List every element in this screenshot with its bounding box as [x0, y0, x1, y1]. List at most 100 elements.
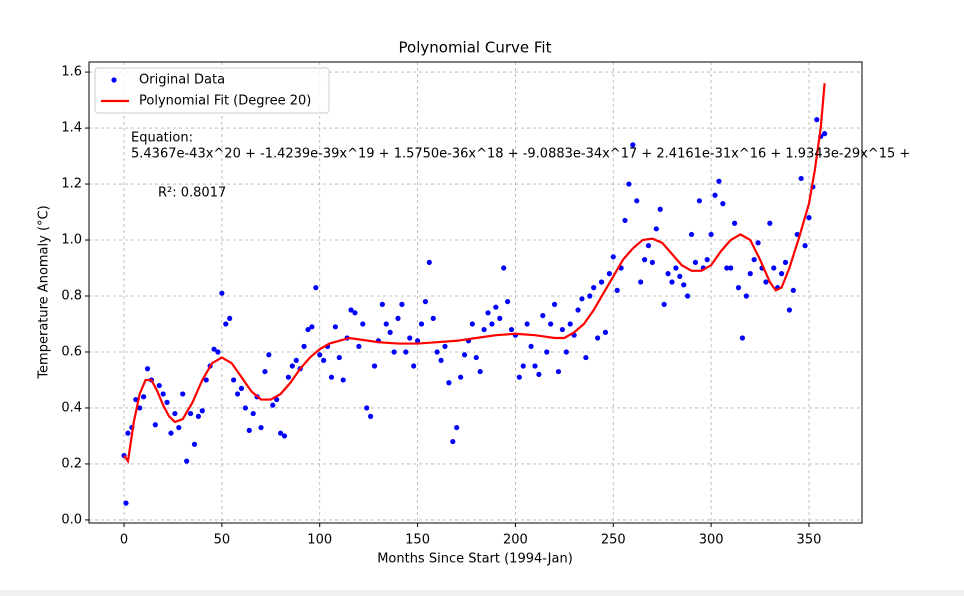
- data-point: [508, 326, 515, 333]
- data-point: [123, 500, 129, 506]
- data-point: [379, 301, 385, 307]
- data-point: [172, 410, 178, 417]
- data-point: [332, 324, 338, 330]
- data-point: [606, 271, 612, 277]
- data-point: [364, 405, 370, 411]
- data-point: [321, 357, 327, 363]
- data-point: [501, 265, 507, 271]
- data-point: [724, 265, 730, 271]
- y-tick-label: 0.2: [61, 456, 82, 471]
- data-point: [771, 265, 777, 271]
- data-point: [610, 254, 616, 260]
- data-point: [152, 422, 158, 428]
- data-point: [579, 296, 585, 302]
- data-point: [438, 357, 444, 363]
- data-point: [755, 240, 761, 246]
- data-point: [317, 352, 323, 358]
- y-tick-label: 1.0: [61, 233, 82, 248]
- data-point: [732, 220, 738, 226]
- data-point: [187, 410, 194, 417]
- y-tick-label: 1.6: [61, 65, 82, 80]
- data-point: [778, 271, 785, 277]
- data-point: [137, 405, 143, 411]
- data-point: [763, 279, 769, 285]
- data-point: [191, 441, 198, 447]
- data-point: [223, 321, 229, 327]
- data-point: [743, 293, 749, 299]
- data-point: [559, 326, 565, 333]
- data-point: [767, 220, 773, 226]
- data-point: [638, 279, 644, 285]
- data-point: [716, 178, 722, 184]
- data-point: [246, 427, 252, 433]
- data-point: [289, 363, 295, 369]
- data-point: [274, 396, 280, 403]
- data-point: [156, 382, 162, 389]
- data-point: [356, 343, 362, 349]
- data-point: [168, 430, 174, 436]
- chart-title: Polynomial Curve Fit: [399, 39, 552, 57]
- data-point: [798, 175, 804, 182]
- data-point: [313, 285, 319, 291]
- x-tick-label: 250: [601, 533, 626, 548]
- data-point: [477, 368, 483, 375]
- data-point: [242, 405, 248, 411]
- data-point: [144, 366, 151, 372]
- data-point: [575, 307, 581, 313]
- data-point: [563, 349, 569, 355]
- data-point: [712, 192, 718, 198]
- data-point: [751, 257, 757, 263]
- data-point: [195, 413, 201, 419]
- data-point: [426, 259, 432, 266]
- data-point: [814, 117, 820, 123]
- data-point: [442, 343, 448, 349]
- data-point: [199, 408, 205, 414]
- data-point: [328, 374, 335, 380]
- plot-frame: [88, 61, 863, 524]
- data-point: [461, 352, 468, 358]
- y-tick-label: 0.6: [61, 344, 82, 359]
- legend-label: Polynomial Fit (Degree 20): [139, 94, 311, 109]
- data-point: [411, 363, 417, 369]
- data-point: [645, 243, 652, 249]
- data-point: [184, 458, 190, 464]
- data-point: [497, 315, 503, 321]
- data-point: [735, 285, 742, 291]
- data-point: [802, 243, 808, 249]
- data-point: [301, 343, 307, 349]
- x-axis-label: Months Since Start (1994-Jan): [377, 552, 573, 567]
- data-point: [567, 321, 573, 327]
- data-point: [266, 352, 272, 358]
- y-tick-label: 0.4: [61, 400, 82, 415]
- data-point: [649, 259, 656, 266]
- data-point: [407, 335, 413, 341]
- data-point: [516, 374, 522, 380]
- data-point: [387, 329, 393, 335]
- x-tick-label: 150: [405, 533, 430, 548]
- data-point: [176, 424, 182, 431]
- data-point: [219, 290, 225, 296]
- data-point: [747, 271, 753, 277]
- data-point: [653, 226, 659, 232]
- x-tick-label: 200: [503, 533, 528, 548]
- data-point: [285, 374, 292, 380]
- data-point: [227, 315, 233, 321]
- data-point: [520, 363, 526, 369]
- annotation: R²: 0.8017: [158, 186, 226, 201]
- data-point: [211, 346, 217, 352]
- data-point: [348, 307, 354, 313]
- data-point: [281, 433, 288, 439]
- y-tick-label: 1.2: [61, 177, 82, 192]
- data-point: [368, 413, 374, 419]
- data-point: [446, 380, 452, 386]
- data-point: [133, 396, 139, 403]
- data-point: [403, 349, 409, 355]
- data-point: [661, 301, 667, 307]
- data-point: [688, 231, 695, 238]
- data-point: [665, 271, 671, 277]
- data-point: [641, 257, 648, 263]
- data-point: [728, 265, 734, 271]
- data-point: [125, 430, 131, 436]
- data-point: [352, 310, 358, 316]
- data-point: [806, 215, 812, 221]
